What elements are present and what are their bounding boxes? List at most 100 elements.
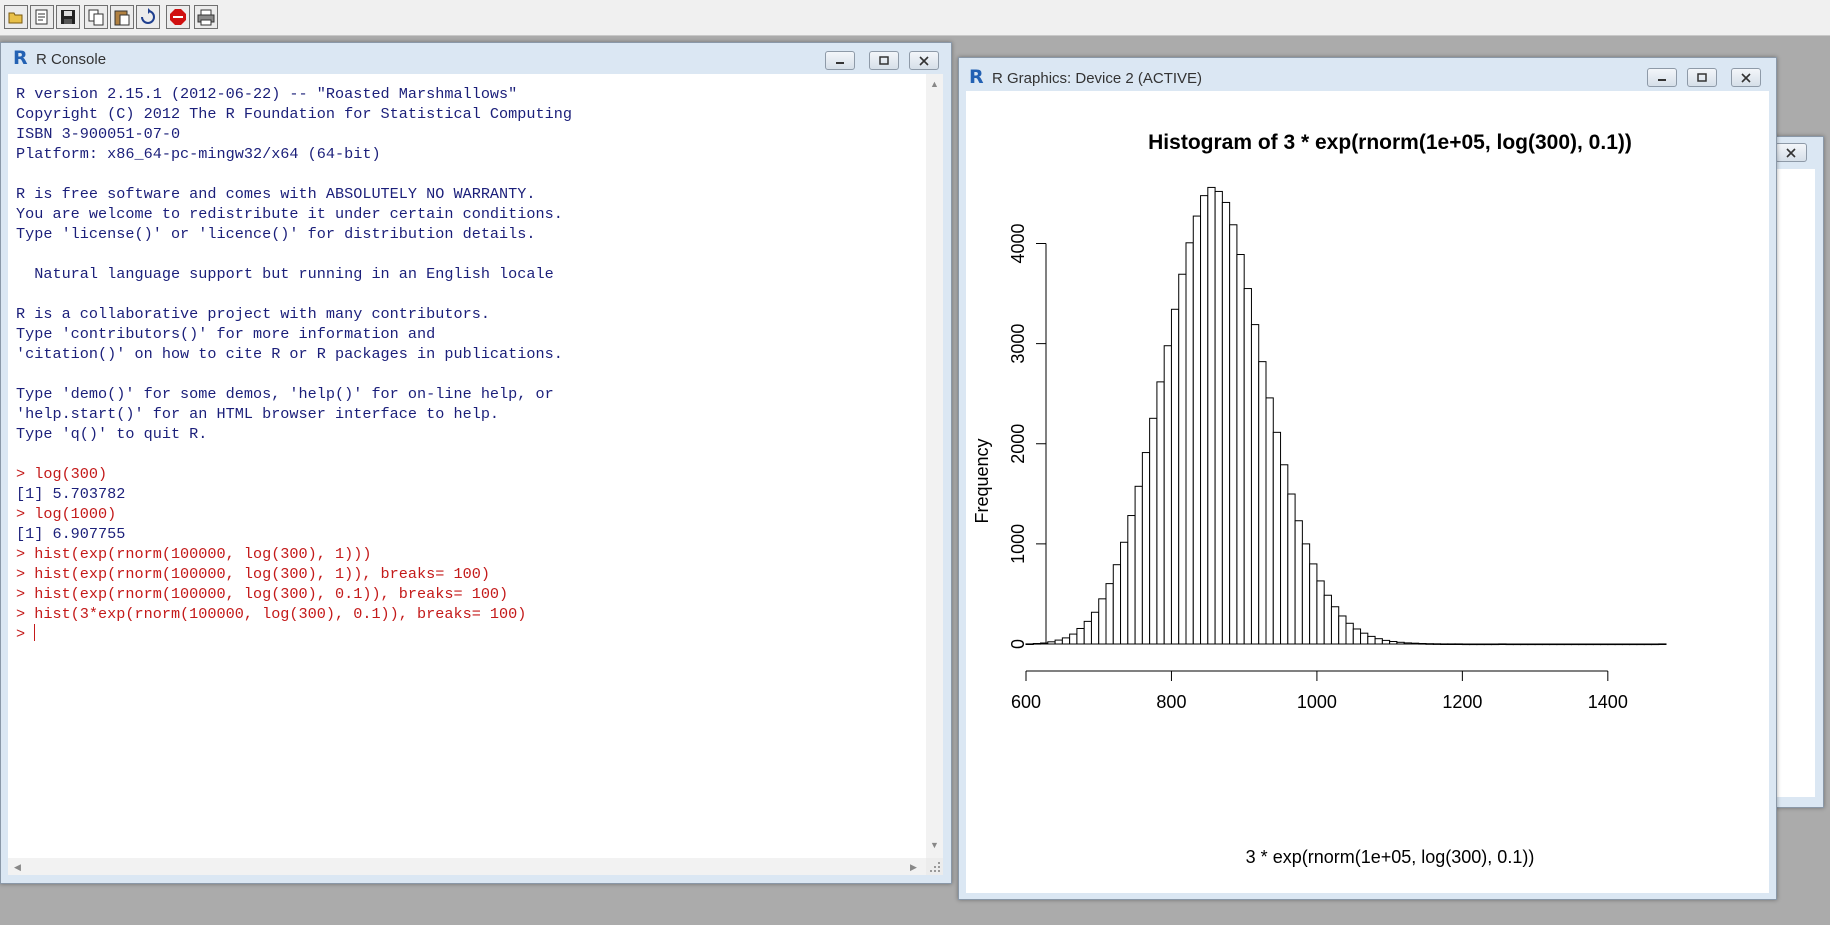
histogram-bar (1149, 417, 1158, 645)
histogram-bar (1301, 543, 1311, 645)
histogram-bar (1512, 643, 1522, 646)
histogram-bar (1243, 288, 1252, 645)
graphics-titlebar[interactable]: R R Graphics: Device 2 (ACTIVE) (959, 58, 1776, 92)
scroll-up-icon[interactable]: ▲ (930, 79, 939, 89)
histogram-bar (1192, 215, 1202, 645)
histogram-bar (1047, 641, 1056, 645)
console-output-line (16, 444, 926, 464)
histogram-bar (1578, 643, 1587, 646)
histogram-bar (1330, 606, 1340, 645)
x-axis: 600 800 1000 1200 1400 (1011, 670, 1628, 712)
histogram-bar (1163, 345, 1172, 645)
histogram-bar (1120, 541, 1129, 645)
print-button[interactable] (194, 5, 218, 29)
histogram-bar (1658, 643, 1667, 645)
histogram-bar (1403, 642, 1412, 645)
graphics-minimize-button[interactable] (1647, 68, 1677, 87)
histogram-bar (1250, 324, 1260, 645)
r-logo-icon: R (969, 66, 984, 88)
y-tick-label: 3000 (1008, 324, 1028, 364)
histogram-bar (1570, 643, 1580, 646)
console-output-line: R is free software and comes with ABSOLU… (16, 185, 536, 203)
copy-paste-button[interactable] (136, 5, 160, 29)
console-minimize-button[interactable] (825, 51, 855, 70)
histogram-bar (1352, 628, 1362, 645)
close-icon (919, 55, 929, 66)
x-tick-label: 1400 (1588, 692, 1628, 712)
y-tick-label: 1000 (1008, 524, 1028, 564)
histogram-chart: Histogram of 3 * exp(rnorm(1e+05, log(30… (972, 131, 1667, 867)
histogram-bar (1534, 643, 1543, 646)
console-output-line (16, 244, 926, 264)
open-script-button[interactable] (4, 5, 28, 29)
y-axis: 0 1000 2000 3000 4000 (1008, 223, 1047, 649)
console-output-line: Type 'license()' or 'licence()' for dist… (16, 225, 536, 243)
histogram-bar (1410, 642, 1420, 645)
console-title: R Console (36, 51, 107, 68)
scroll-right-icon[interactable]: ▶ (910, 862, 917, 872)
console-output[interactable]: R version 2.15.1 (2012-06-22) -- "Roaste… (8, 74, 926, 858)
save-workspace-button[interactable] (56, 5, 80, 29)
histogram-bar (1221, 201, 1231, 645)
console-command-line: > hist(exp(rnorm(100000, log(300), 1)), … (16, 565, 490, 583)
histogram-bar (1090, 611, 1100, 645)
histogram-bar (1076, 627, 1085, 645)
console-output-line: Natural language support but running in … (16, 265, 554, 283)
histogram-bar (1338, 615, 1347, 645)
maximize-icon (879, 55, 889, 65)
console-prompt[interactable]: > (16, 624, 926, 644)
load-workspace-button[interactable] (30, 5, 54, 29)
console-output-line (16, 364, 926, 384)
copy-paste-icon (141, 8, 155, 24)
histogram-bar (1323, 594, 1332, 645)
histogram-bar (1454, 643, 1463, 645)
histogram-bar (1432, 643, 1442, 645)
console-output-line: 'citation()' on how to cite R or R packa… (16, 345, 563, 363)
histogram-bar (1476, 643, 1485, 646)
y-tick-label: 2000 (1008, 424, 1028, 464)
x-axis-label: 3 * exp(rnorm(1e+05, log(300), 0.1)) (1246, 847, 1535, 867)
histogram-bar (1287, 493, 1296, 645)
paste-button[interactable] (110, 5, 134, 29)
histogram-bar (1098, 598, 1107, 645)
console-vertical-scrollbar[interactable]: ▲ ▼ (926, 74, 943, 858)
console-output-line: Copyright (C) 2012 The R Foundation for … (16, 105, 572, 123)
maximize-icon (1697, 72, 1707, 82)
x-tick-label: 800 (1156, 692, 1186, 712)
histogram-bar (1141, 452, 1151, 645)
console-output-line: Type 'contributors()' for more informati… (16, 325, 436, 343)
histogram-bar (1600, 643, 1609, 646)
histogram-bar (1585, 643, 1594, 646)
paste-icon (114, 10, 130, 26)
histogram-bar (1127, 515, 1136, 645)
histogram-bar (1134, 485, 1143, 645)
console-command-line: > hist(exp(rnorm(100000, log(300), 0.1))… (16, 585, 509, 603)
histogram-bar (1207, 186, 1216, 645)
console-maximize-button[interactable] (869, 51, 899, 70)
histogram-bar (1592, 643, 1602, 646)
histogram-bar (1280, 464, 1289, 645)
print-icon (197, 9, 215, 26)
histogram-bar (1469, 643, 1478, 646)
histogram-bar (1541, 643, 1551, 646)
graphics-close-button[interactable] (1731, 68, 1761, 87)
y-tick-label: 0 (1008, 639, 1028, 649)
scroll-left-icon[interactable]: ◀ (14, 862, 21, 872)
resize-grip-icon[interactable] (926, 858, 943, 875)
background-close-button[interactable] (1775, 143, 1807, 162)
save-workspace-icon (61, 10, 75, 24)
console-output-line: You are welcome to redistribute it under… (16, 205, 563, 223)
console-horizontal-scrollbar[interactable]: ◀ ▶ (8, 858, 926, 875)
stop-button[interactable] (166, 5, 190, 29)
graphics-canvas[interactable]: Histogram of 3 * exp(rnorm(1e+05, log(30… (966, 91, 1769, 893)
copy-button[interactable] (84, 5, 108, 29)
console-titlebar[interactable]: R R Console (1, 43, 951, 75)
histogram-bar (1083, 620, 1092, 645)
scroll-down-icon[interactable]: ▼ (930, 840, 939, 850)
histogram-bar (1258, 361, 1267, 645)
histogram-bar (1374, 638, 1383, 645)
histogram-bar (1621, 643, 1631, 646)
minimize-icon (836, 61, 844, 64)
graphics-maximize-button[interactable] (1687, 68, 1717, 87)
console-close-button[interactable] (909, 51, 939, 70)
